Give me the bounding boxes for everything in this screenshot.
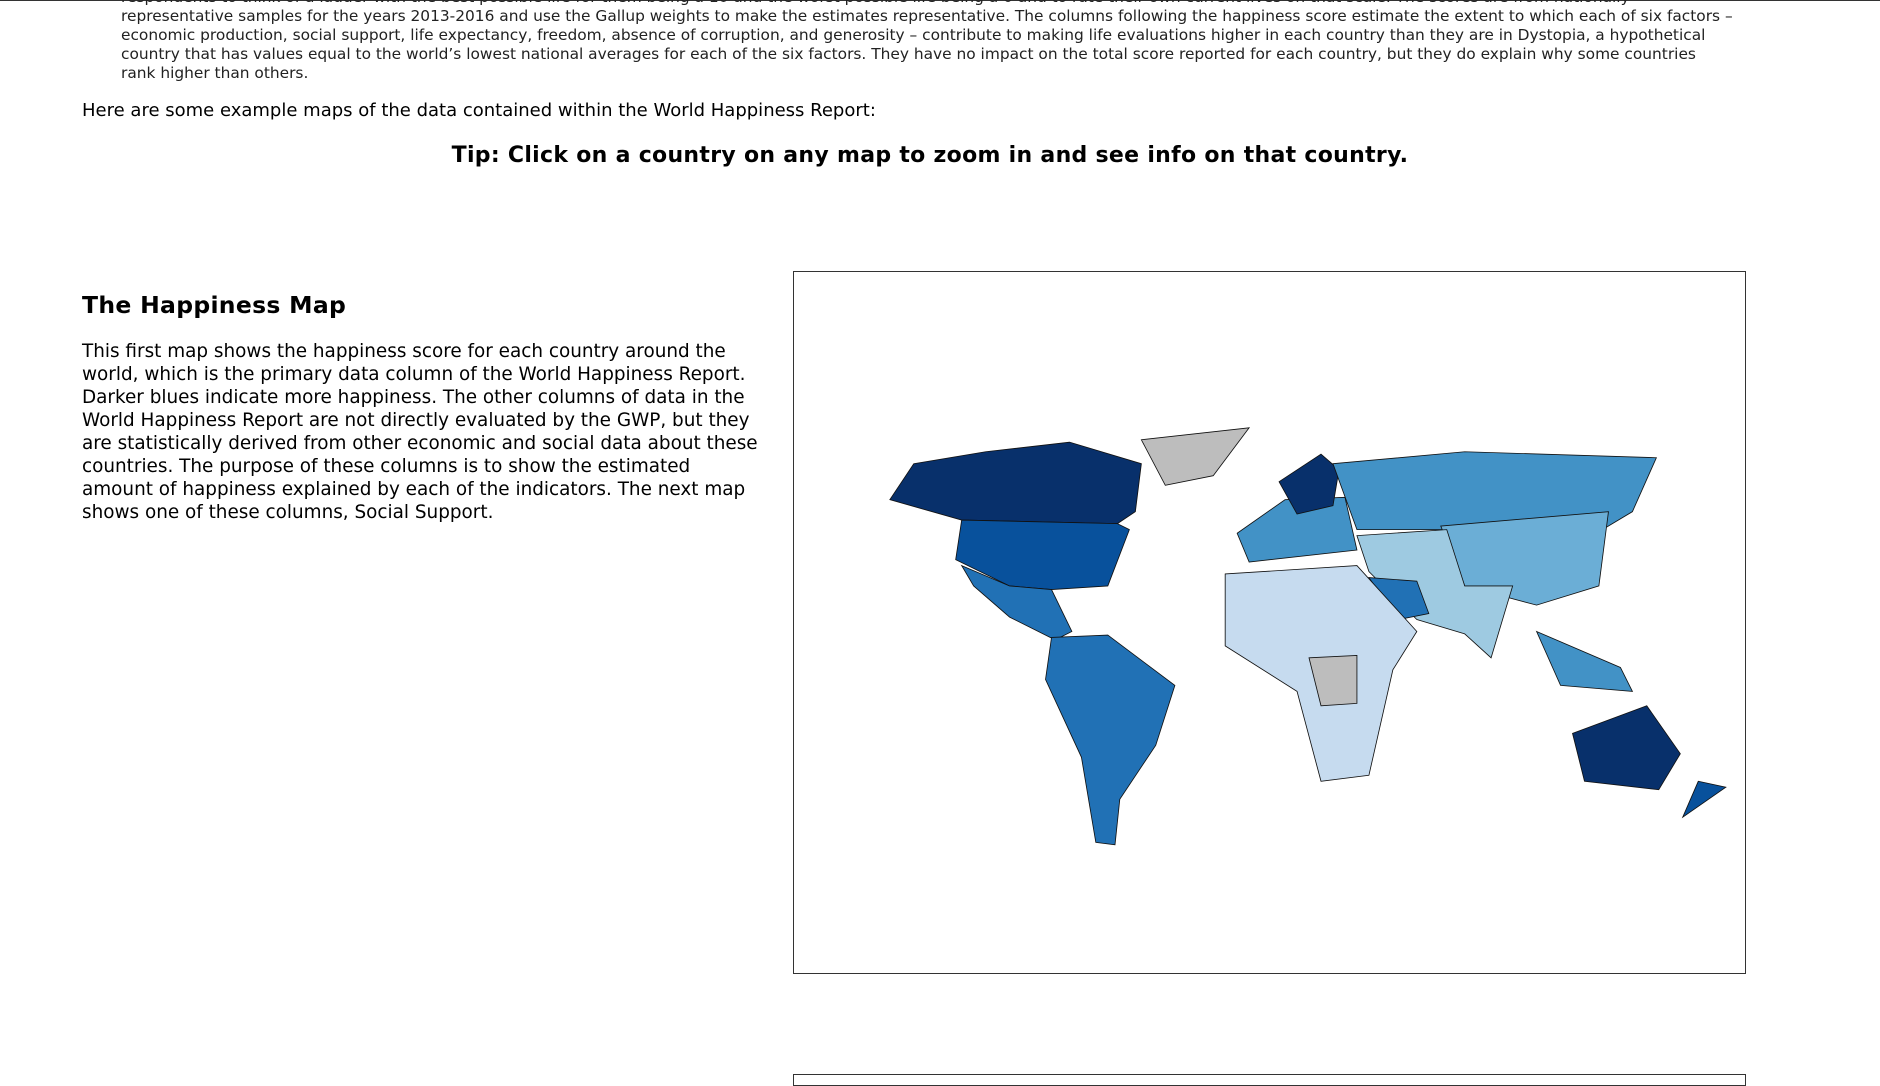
maps-intro: Here are some example maps of the data c… [82,100,876,121]
happiness-map[interactable] [793,271,1746,974]
country[interactable] [1236,496,1358,563]
tip: Tip: Click on a country on any map to zo… [451,143,1409,168]
section-heading: The Happiness Map [82,291,347,319]
country[interactable] [960,564,1073,641]
social-support-map[interactable] [793,1074,1746,1086]
country[interactable] [1572,705,1681,791]
world-map [889,427,1727,846]
country[interactable] [1140,427,1251,486]
country[interactable] [1278,453,1340,515]
section-body: This first map shows the happiness score… [82,341,758,523]
country[interactable] [889,441,1142,525]
country[interactable] [1308,655,1358,707]
divider [0,0,1880,1]
country[interactable] [1535,630,1634,692]
country[interactable] [955,519,1130,590]
country[interactable] [1045,634,1176,846]
country[interactable] [1332,451,1658,531]
country[interactable] [1681,780,1727,819]
intro-paragraph: respondents to think of a ladder with th… [121,0,1733,82]
